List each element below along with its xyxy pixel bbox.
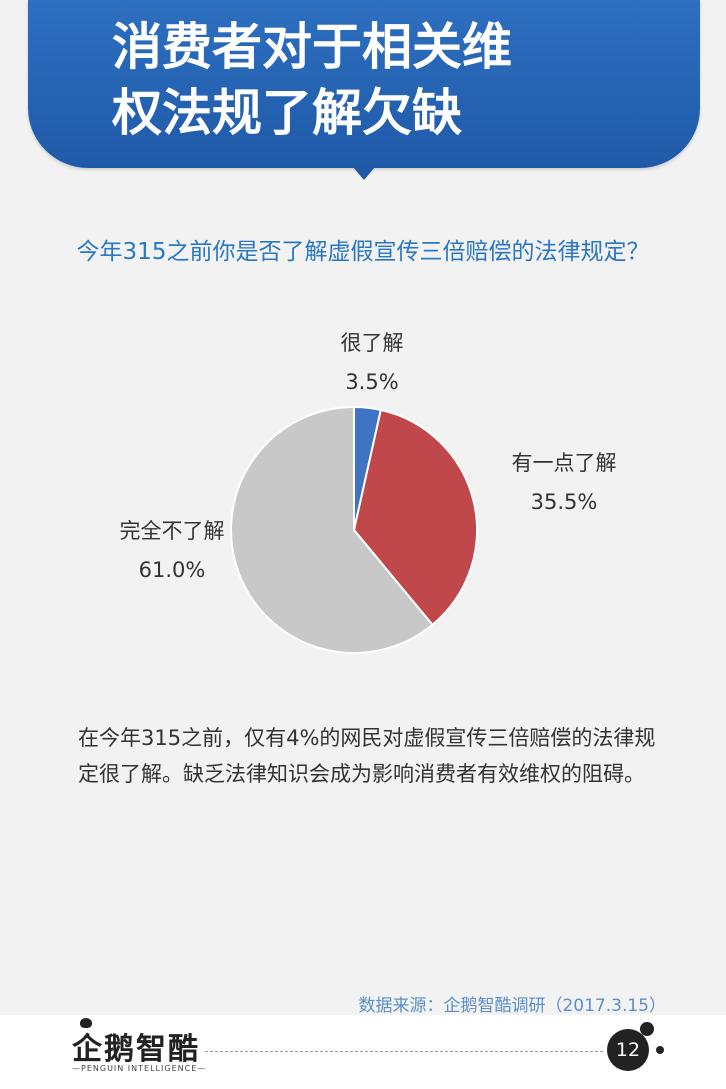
penguin-icon xyxy=(80,1018,92,1028)
summary-text: 在今年315之前，仅有4%的网民对虚假宣传三倍赔偿的法律规定很了解。缺乏法律知识… xyxy=(78,726,656,786)
page-title-line-2: 权法规了解欠缺 xyxy=(112,84,462,142)
slice-label: 有一点了解 xyxy=(512,451,617,475)
slice-value-label: 61.0% xyxy=(139,558,206,582)
slice-value-label: 3.5% xyxy=(345,370,398,394)
decorative-dot xyxy=(640,1022,654,1036)
title-banner xyxy=(28,0,700,168)
slice-value-label: 35.5% xyxy=(531,490,598,514)
slice-label: 完全不了解 xyxy=(120,519,225,543)
slice-label: 很了解 xyxy=(341,331,404,355)
chart-question: 今年315之前你是否了解虚假宣传三倍赔偿的法律规定？ xyxy=(76,239,650,265)
logo-text: 企鹅智酷 xyxy=(72,1032,200,1067)
pie-chart: 很了解 3.5% 有一点了解 35.5% 完全不了解 61.0% xyxy=(120,331,617,654)
logo-subtext: —PENGUIN INTELLIGENCE— xyxy=(72,1064,207,1073)
banner-pointer xyxy=(352,166,376,180)
decorative-dot xyxy=(656,1046,664,1054)
pie-slice xyxy=(352,408,478,627)
page-title-line-1: 消费者对于相关维 xyxy=(112,18,512,76)
page-number: 12 xyxy=(607,1029,649,1071)
footer-divider xyxy=(205,1051,603,1052)
footer xyxy=(0,1015,726,1089)
pie-slice xyxy=(230,405,434,654)
logo: 企鹅智酷 —PENGUIN INTELLIGENCE— xyxy=(72,1018,207,1080)
data-source: 数据来源：企鹅智酷调研（2017.3.15） xyxy=(358,996,666,1016)
page-title: 消费者对于相关维 权法规了解欠缺 xyxy=(112,14,632,146)
